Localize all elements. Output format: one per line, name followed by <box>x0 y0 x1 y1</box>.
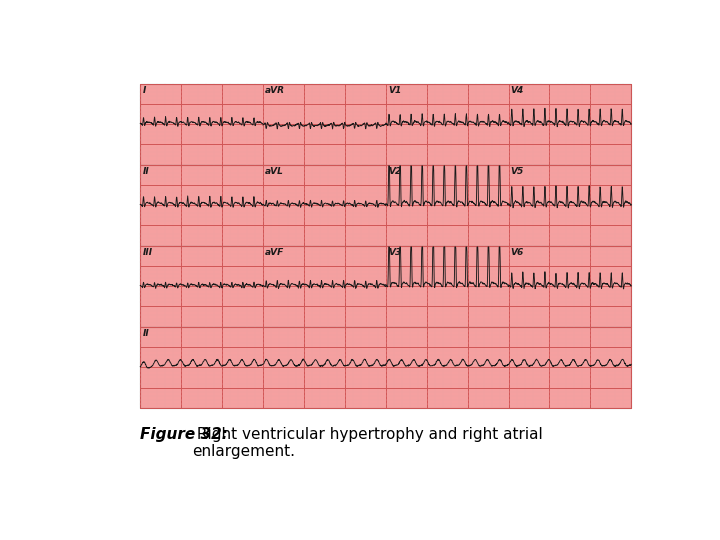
Text: V1: V1 <box>388 86 401 95</box>
Text: II: II <box>143 329 149 338</box>
Text: V5: V5 <box>510 167 524 176</box>
Text: V4: V4 <box>510 86 524 95</box>
Text: V3: V3 <box>388 248 401 257</box>
Text: aVL: aVL <box>265 167 284 176</box>
Bar <box>140 84 631 165</box>
Text: Figure 32:: Figure 32: <box>140 427 228 442</box>
Bar <box>140 165 631 246</box>
Bar <box>140 246 631 327</box>
Text: V6: V6 <box>510 248 524 257</box>
Text: I: I <box>143 86 146 95</box>
Text: V2: V2 <box>388 167 401 176</box>
Bar <box>140 327 631 408</box>
Text: II: II <box>143 167 149 176</box>
Text: Right ventricular hypertrophy and right atrial
enlargement.: Right ventricular hypertrophy and right … <box>192 427 543 459</box>
Text: aVR: aVR <box>265 86 285 95</box>
Text: aVF: aVF <box>265 248 284 257</box>
Text: III: III <box>143 248 153 257</box>
